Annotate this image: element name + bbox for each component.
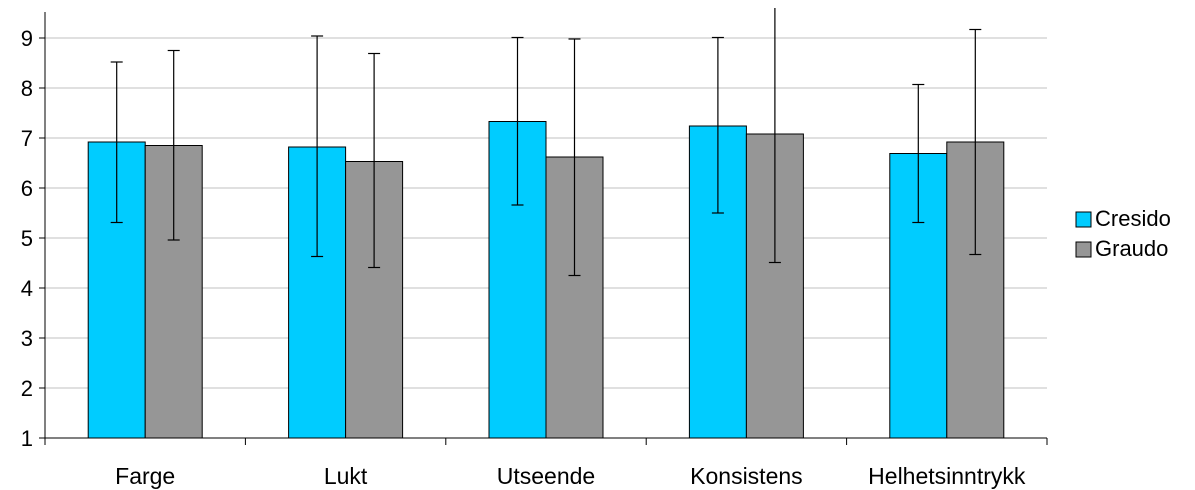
legend-swatch	[1075, 241, 1092, 258]
error-bars	[110, 8, 982, 277]
y-tick-label: 7	[21, 126, 33, 151]
y-tick-label: 9	[21, 26, 33, 51]
axes: 1 2 3 4 5 6 7 8 9 Farge Lukt Utseende Konsistens Helh…	[21, 12, 1048, 489]
y-tick-label: 1	[21, 426, 33, 451]
x-tick-label: Helhetsinntrykk	[868, 463, 1026, 489]
y-tick-label: 4	[21, 276, 33, 301]
x-tick-label: Farge	[115, 463, 175, 489]
y-tick-label: 3	[21, 326, 33, 351]
y-tick-label: 6	[21, 176, 33, 201]
y-tick-label: 5	[21, 226, 33, 251]
y-tick-label: 2	[21, 376, 33, 401]
legend-swatch	[1075, 211, 1092, 228]
legend-label: Cresido	[1095, 206, 1171, 231]
x-tick-label: Lukt	[324, 463, 368, 489]
legend: Cresido Graudo	[1075, 206, 1171, 261]
bars	[87, 121, 1005, 439]
x-tick-label: Utseende	[497, 463, 595, 489]
y-tick-label: 8	[21, 76, 33, 101]
x-tick-label: Konsistens	[690, 463, 803, 489]
legend-label: Graudo	[1095, 236, 1168, 261]
